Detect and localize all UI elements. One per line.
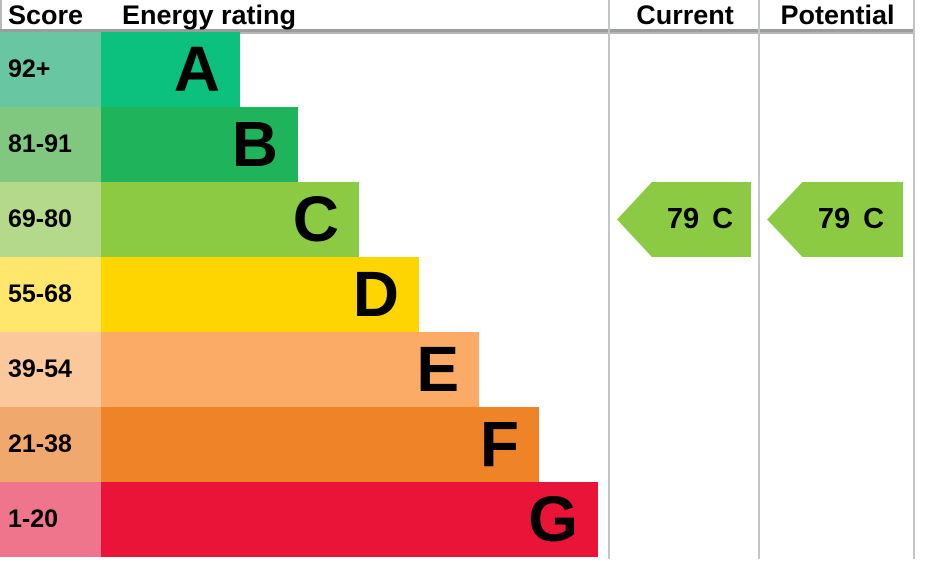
score-range-cell: 21-38	[0, 407, 101, 482]
rating-bar-d: D	[101, 257, 419, 332]
band-row-c: 69-80 C	[0, 182, 933, 257]
score-range-cell: 69-80	[0, 182, 101, 257]
current-band-letter: C	[712, 203, 734, 235]
rating-bar-f: F	[101, 407, 539, 482]
score-range-cell: 55-68	[0, 257, 101, 332]
potential-column-header: Potential	[780, 0, 895, 30]
column-divider-current-potential	[758, 0, 760, 559]
rating-letter-d: D	[352, 258, 399, 330]
rating-letter-e: E	[416, 333, 459, 405]
table-right-border	[913, 0, 915, 559]
score-range-cell: 1-20	[0, 482, 101, 557]
current-score-value: 79	[666, 203, 700, 235]
band-row-b: 81-91 B	[0, 107, 933, 182]
rating-letter-b: B	[231, 108, 278, 180]
rating-bar-g: G	[101, 482, 598, 557]
score-range-label: 69-80	[8, 205, 72, 233]
potential-score-value: 79	[817, 203, 851, 235]
potential-band-letter: C	[863, 203, 885, 235]
header-separator-line	[0, 0, 2, 29]
column-divider-rating-current	[608, 0, 610, 559]
score-range-cell: 92+	[0, 32, 101, 107]
band-row-a: 92+ A	[0, 32, 933, 107]
energy-rating-column-header: Energy rating	[122, 0, 297, 30]
band-row-e: 39-54 E	[0, 332, 933, 407]
rating-letter-f: F	[479, 408, 519, 480]
score-range-label: 21-38	[8, 430, 72, 458]
rating-bar-b: B	[101, 107, 298, 182]
band-row-g: 1-20 G	[0, 482, 933, 557]
score-column-header: Score	[8, 0, 84, 30]
score-range-label: 1-20	[8, 505, 59, 533]
score-range-label: 81-91	[8, 130, 72, 158]
table-bottom-border	[0, 32, 915, 34]
rating-bar-e: E	[101, 332, 479, 407]
band-row-f: 21-38 F	[0, 407, 933, 482]
current-column-header: Current	[636, 0, 734, 30]
band-row-d: 55-68 D	[0, 257, 933, 332]
header-underline	[0, 29, 915, 32]
rating-bar-c: C	[101, 182, 359, 257]
score-range-label: 92+	[8, 55, 51, 83]
rating-letter-a: A	[173, 33, 220, 105]
rating-bar-a: A	[101, 32, 240, 107]
score-range-label: 55-68	[8, 280, 72, 308]
rating-letter-g: G	[528, 483, 578, 555]
score-range-cell: 39-54	[0, 332, 101, 407]
score-range-label: 39-54	[8, 355, 72, 383]
score-range-cell: 81-91	[0, 107, 101, 182]
rating-letter-c: C	[292, 183, 339, 255]
